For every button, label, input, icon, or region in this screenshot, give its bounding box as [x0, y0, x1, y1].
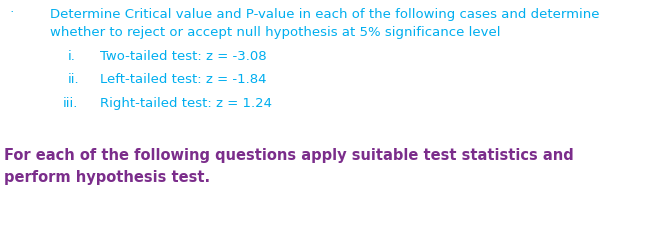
Text: perform hypothesis test.: perform hypothesis test. [4, 170, 210, 185]
Text: For each of the following questions apply suitable test statistics and: For each of the following questions appl… [4, 148, 574, 163]
Text: whether to reject or accept null hypothesis at 5% significance level: whether to reject or accept null hypothe… [50, 26, 501, 39]
Text: ˙: ˙ [8, 10, 14, 23]
Text: i.: i. [68, 50, 76, 63]
Text: Two-tailed test: z = -3.08: Two-tailed test: z = -3.08 [100, 50, 267, 63]
Text: Left-tailed test: z = -1.84: Left-tailed test: z = -1.84 [100, 73, 267, 86]
Text: iii.: iii. [63, 97, 78, 110]
Text: Right-tailed test: z = 1.24: Right-tailed test: z = 1.24 [100, 97, 272, 110]
Text: ii.: ii. [68, 73, 80, 86]
Text: Determine Critical value and P-value in each of the following cases and determin: Determine Critical value and P-value in … [50, 8, 600, 21]
